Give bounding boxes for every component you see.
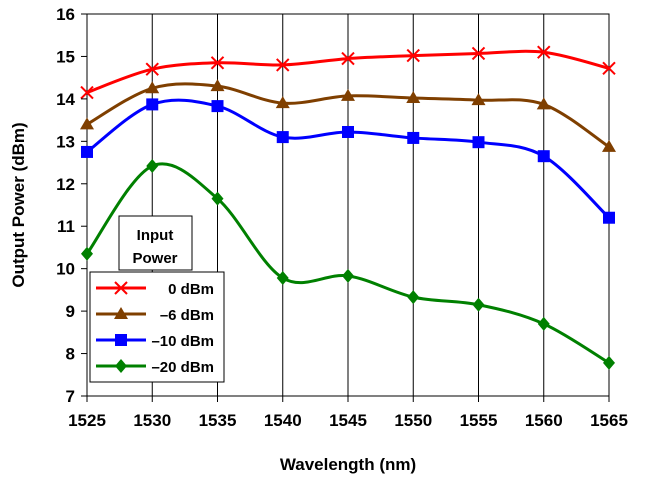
legend-marker — [114, 307, 128, 319]
data-point — [602, 139, 616, 152]
legend-marker — [114, 281, 128, 295]
data-point — [211, 191, 224, 206]
y-tick-label: 12 — [56, 175, 75, 194]
data-point — [407, 290, 420, 305]
x-tick-label: 1545 — [329, 411, 367, 430]
series-3 — [81, 158, 615, 370]
marker-stroke — [276, 58, 290, 72]
data-point — [276, 131, 289, 144]
data-point — [537, 150, 550, 163]
data-point — [406, 91, 421, 104]
data-point — [537, 316, 550, 331]
data-point — [471, 93, 486, 106]
data-point — [275, 96, 290, 109]
y-tick-label: 14 — [56, 90, 75, 109]
y-tick-label: 11 — [57, 217, 75, 236]
series-line — [85, 162, 610, 365]
series-layer — [80, 45, 616, 370]
data-point — [341, 88, 355, 101]
legend-marker — [115, 334, 127, 346]
data-point — [341, 51, 355, 66]
legend-entries: 0 dBm –6 dBm –10 dBm –20 dBm — [96, 281, 214, 376]
data-point — [342, 125, 354, 138]
data-point — [603, 355, 615, 370]
data-point — [276, 58, 290, 72]
marker-stroke — [210, 56, 225, 70]
legend-label: 0 dBm — [168, 281, 214, 298]
y-tick-label: 10 — [56, 260, 75, 279]
x-tick-label: 1555 — [460, 411, 498, 430]
x-tick-label: 1560 — [525, 411, 563, 430]
y-axis-ticks: 7 8 9 10 11 12 13 14 15 16 — [56, 5, 87, 406]
y-tick-label: 15 — [56, 47, 75, 66]
data-point — [145, 81, 160, 94]
y-axis-title: Output Power (dBm) — [9, 122, 28, 287]
marker-stroke — [114, 281, 128, 295]
legend-entry: –6 dBm — [96, 307, 214, 324]
data-point — [603, 211, 615, 224]
data-point — [406, 48, 420, 63]
x-axis-title: Wavelength (nm) — [280, 455, 416, 474]
y-tick-label: 7 — [66, 387, 75, 406]
data-point — [471, 46, 486, 61]
legend-title-box — [118, 215, 193, 271]
legend-marker — [115, 359, 127, 373]
marker-stroke — [537, 45, 551, 59]
data-point — [602, 61, 616, 76]
data-point — [80, 85, 94, 100]
x-tick-label: 1535 — [199, 411, 237, 430]
series-0 — [80, 45, 616, 100]
data-point — [81, 246, 93, 261]
data-point — [342, 268, 354, 283]
marker-stroke — [406, 48, 420, 63]
legend: Input Power 0 dBm –6 dBm –10 dBm –20 dBm — [89, 215, 225, 383]
data-point — [276, 271, 289, 286]
series-1 — [80, 79, 616, 152]
marker-stroke — [602, 61, 616, 76]
legend-label: –10 dBm — [151, 333, 214, 350]
marker-stroke — [80, 85, 94, 100]
marker-stroke — [145, 62, 159, 76]
x-tick-label: 1530 — [133, 411, 171, 430]
legend-label: –6 dBm — [160, 307, 214, 324]
legend-box — [89, 271, 225, 383]
data-point — [537, 45, 551, 59]
data-point — [146, 98, 159, 111]
y-tick-label: 8 — [66, 345, 75, 364]
marker-stroke — [471, 46, 486, 61]
series-2 — [81, 98, 615, 224]
data-point — [210, 56, 225, 70]
y-tick-label: 9 — [66, 302, 75, 321]
data-point — [536, 97, 551, 110]
legend-entry: –10 dBm — [96, 333, 214, 350]
y-tick-label: 13 — [56, 132, 75, 151]
legend-entry: –20 dBm — [96, 359, 214, 376]
legend-label: –20 dBm — [151, 359, 214, 376]
data-point — [145, 62, 159, 76]
gridlines — [151, 14, 545, 396]
x-tick-label: 1540 — [264, 411, 302, 430]
data-point — [472, 297, 485, 312]
x-tick-label: 1550 — [394, 411, 432, 430]
data-point — [472, 136, 485, 149]
x-axis-ticks: 1525 1530 1535 1540 1545 1550 1555 1560 1565 — [68, 396, 628, 430]
data-point — [210, 79, 225, 92]
data-point — [80, 117, 94, 130]
marker-stroke — [341, 51, 355, 66]
legend-title-line-1: Input — [137, 227, 174, 244]
y-tick-label: 16 — [56, 5, 75, 24]
x-tick-label: 1565 — [590, 411, 628, 430]
legend-entry: 0 dBm — [96, 281, 214, 298]
data-point — [407, 131, 420, 144]
legend-title-line-2: Power — [132, 250, 177, 267]
data-point — [146, 158, 159, 173]
x-tick-label: 1525 — [68, 411, 106, 430]
data-point — [211, 100, 224, 113]
data-point — [81, 145, 93, 158]
